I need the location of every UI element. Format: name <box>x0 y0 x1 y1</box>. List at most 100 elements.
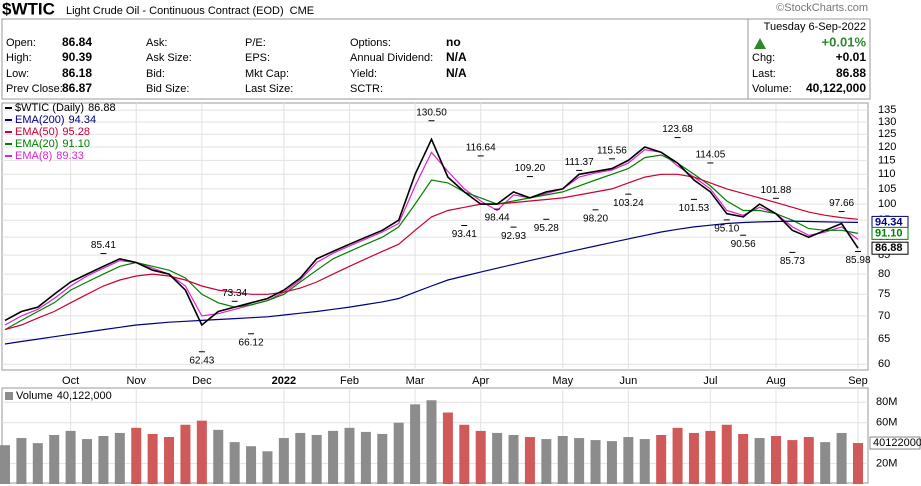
volume-bar <box>377 433 388 484</box>
ema-line <box>4 173 859 331</box>
volume-bar <box>656 434 667 484</box>
ema-line <box>4 148 859 326</box>
volume-bar <box>278 438 289 484</box>
y-tick-label: 115 <box>878 154 896 166</box>
extreme-label: 92.93 <box>501 231 526 242</box>
x-tick-label: Jul <box>703 375 717 387</box>
y-tick-label: 60 <box>878 358 890 370</box>
quote-label: Volume: <box>752 83 792 95</box>
y-tick-label: 85 <box>878 249 890 261</box>
volume-bar <box>623 437 634 484</box>
volume-bar <box>721 424 732 484</box>
volume-legend-value: 40,122,000 <box>57 390 112 402</box>
x-tick-label: Sep <box>848 375 868 387</box>
volume-bar <box>147 433 158 484</box>
volume-bar <box>836 432 847 484</box>
x-tick-label: Nov <box>126 375 146 387</box>
volume-bar <box>820 442 831 484</box>
x-tick-label: Oct <box>62 375 79 387</box>
field-label: P/E: <box>245 37 266 49</box>
field-label: Yield: <box>350 68 377 80</box>
x-tick-label: Feb <box>340 375 359 387</box>
extreme-label: 101.53 <box>679 203 710 214</box>
field-label: Prev Close: <box>6 83 63 95</box>
volume-bar <box>426 400 437 484</box>
y-tick-label: 110 <box>878 168 896 180</box>
volume-bar <box>98 436 109 484</box>
extreme-label: 85.41 <box>91 240 116 251</box>
volume-bar <box>639 439 650 484</box>
volume-legend-name: Volume <box>16 390 53 402</box>
volume-bar <box>65 430 76 484</box>
y-tick-label: 130 <box>878 116 896 128</box>
extreme-label: 109.20 <box>515 163 546 174</box>
extreme-label: 130.50 <box>416 107 447 118</box>
extreme-label: 95.10 <box>714 224 739 235</box>
field-value: 86.18 <box>62 66 92 80</box>
volume-bar <box>803 437 814 484</box>
field-label: High: <box>6 52 32 64</box>
extreme-label: 115.56 <box>597 145 627 156</box>
field-value: no <box>446 35 461 49</box>
volume-bar <box>787 440 798 484</box>
extreme-label: 95.28 <box>534 223 559 234</box>
volume-bar <box>508 434 519 484</box>
x-tick-label: Aug <box>766 375 786 387</box>
extreme-label: 111.37 <box>565 157 595 168</box>
extreme-label: 93.41 <box>452 229 477 240</box>
field-label: EPS: <box>245 52 270 64</box>
field-label: Bid: <box>146 68 165 80</box>
volume-bar <box>410 404 421 484</box>
volume-bar <box>213 429 224 484</box>
instrument-name: Light Crude Oil - Continuous Contract (E… <box>66 5 284 17</box>
volume-bar <box>524 437 535 484</box>
volume-bar <box>229 442 240 484</box>
extreme-label: 85.73 <box>780 256 805 267</box>
quote-label: Chg: <box>752 52 775 64</box>
extreme-label: 97.66 <box>829 198 854 209</box>
volume-bar <box>393 422 404 484</box>
volume-bar <box>590 440 601 484</box>
volume-bar <box>164 437 175 484</box>
extreme-label: 103.24 <box>613 198 644 209</box>
field-label: Bid Size: <box>146 83 189 95</box>
volume-bar <box>459 424 470 484</box>
y-tick-label: 80M <box>876 396 897 408</box>
legend-name: $WTIC (Daily) <box>15 102 84 114</box>
volume-bar <box>672 427 683 484</box>
legend-name: EMA(20) <box>15 138 58 150</box>
change-percent: +0.01% <box>822 34 867 49</box>
field-label: SCTR: <box>350 83 383 95</box>
x-tick-label: Dec <box>192 375 212 387</box>
y-tick-label: 120 <box>878 141 896 153</box>
field-label: Ask Size: <box>146 52 192 64</box>
field-label: Mkt Cap: <box>245 68 289 80</box>
legend-value: 86.88 <box>88 102 116 114</box>
extreme-label: 98.20 <box>583 213 608 224</box>
x-tick-label: Mar <box>406 375 425 387</box>
x-tick-label: 2022 <box>272 375 296 387</box>
y-tick-label: 80 <box>878 268 890 280</box>
volume-bar <box>311 434 322 484</box>
quote-label: Last: <box>752 68 776 80</box>
legend-name: EMA(50) <box>15 126 58 138</box>
quote-value: 40,122,000 <box>806 81 866 95</box>
volume-bar <box>754 438 765 484</box>
volume-bar <box>114 432 125 484</box>
y-tick-label: 75 <box>878 288 890 300</box>
quote-value: +0.01 <box>836 50 867 64</box>
volume-bar <box>574 438 585 484</box>
quote-value: 86.88 <box>836 66 866 80</box>
volume-bar <box>295 432 306 484</box>
field-label: Open: <box>6 37 36 49</box>
y-tick-label: 100 <box>878 198 896 210</box>
volume-bar <box>853 443 863 484</box>
last-volume-box <box>869 436 921 450</box>
symbol: $WTIC <box>2 0 55 18</box>
volume-bar <box>557 436 568 484</box>
x-tick-label: Apr <box>472 375 489 387</box>
y-tick-label: 65 <box>878 333 890 345</box>
volume-bar <box>0 445 10 484</box>
field-value: N/A <box>446 66 467 80</box>
axis-value-label: 91.10 <box>875 227 903 239</box>
